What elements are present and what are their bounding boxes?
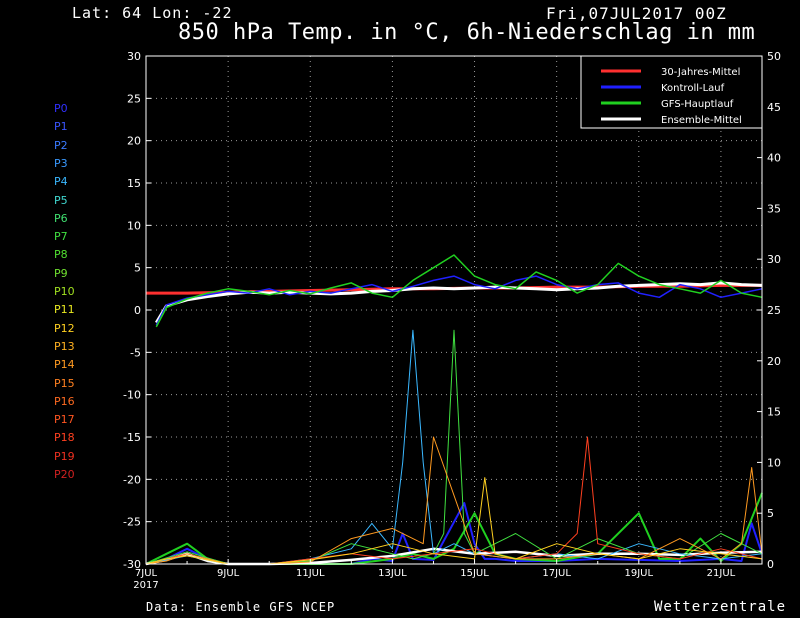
y-tick-label-right: 35 [767,202,781,215]
plot-frame [145,55,763,565]
y-tick-label-left: 25 [127,92,141,105]
member-label-p15: P15 [54,376,75,390]
x-tick-label: 13JUL [378,568,407,579]
y-tick-label-right: 5 [767,507,774,520]
temperature-lines [146,254,763,328]
x-tick-label: 7JUL [135,568,158,579]
member-label-p12: P12 [54,321,75,335]
member-label-p6: P6 [54,211,68,225]
member-label-p13: P13 [54,339,75,353]
y-tick-label-right: 45 [767,101,781,114]
y-tick-label-left: 10 [127,219,141,232]
member-label-p16: P16 [54,394,75,408]
y-tick-label-right: 50 [767,50,781,63]
member-label-p2: P2 [54,138,68,152]
y-tick-label-left: -15 [123,431,141,444]
precip-line-gfs-hauptlauf [145,492,763,565]
legend-box [580,55,763,129]
y-tick-label-left: 15 [127,177,141,190]
member-label-p0: P0 [54,102,68,115]
precip-line-p18 [145,436,763,565]
member-label-p5: P5 [54,193,68,207]
precip-line-ensemble-mittel [145,547,763,566]
legend-entry: Ensemble-Mittel [661,115,742,126]
y-tick-label-right: 30 [767,253,781,266]
y-tick-label-right: 20 [767,355,781,368]
data-source-label: Data: Ensemble GFS NCEP [146,600,336,614]
member-label-p1: P1 [54,120,68,134]
y-tick-label-left: -20 [123,473,141,486]
precip-line-p7 [145,329,763,565]
member-label-p7: P7 [54,230,68,244]
y-tick-label-right: 40 [767,152,781,165]
member-label-p11: P11 [54,303,75,317]
member-label-p3: P3 [54,156,68,170]
brand-label: Wetterzentrale [654,599,787,615]
y-tick-label-right: 25 [767,304,781,317]
precip-line-p14 [145,436,763,565]
y-tick-label-left: 30 [127,50,141,63]
grid [146,56,762,564]
precip-line-p4 [145,329,763,565]
y-tick-label-left: -10 [123,389,141,402]
x-tick-label: 21JUL [707,568,736,579]
temp-line-gfs-hauptlauf [155,254,763,328]
y-tick-label-right: 10 [767,456,781,469]
y-tick-label-left: 5 [134,262,141,275]
x-year-label: 2017 [133,580,158,591]
member-label-p8: P8 [54,248,68,262]
y-tick-label-left: -30 [123,558,141,571]
member-label-p9: P9 [54,266,68,280]
member-label-p17: P17 [54,413,75,427]
y-tick-label-left: 20 [127,135,141,148]
chart-title: 850 hPa Temp. in °C, 6h-Niederschlag in … [178,20,756,45]
legend-entry: 30-Jahres-Mittel [661,67,740,78]
member-label-p14: P14 [54,358,75,372]
axes: 302520151050-5-10-15-20-25-3050454035302… [123,50,781,591]
member-label-p4: P4 [54,175,68,189]
y-tick-label-right: 0 [767,558,774,571]
run-date-label: Fri,07JUL2017 00Z [546,4,727,23]
y-tick-label-left: -25 [123,516,141,529]
member-label-p10: P10 [54,285,75,298]
legend-entry: GFS-Hauptlauf [661,99,734,110]
x-tick-label: 19JUL [625,568,654,579]
y-tick-label-left: 0 [134,304,141,317]
x-tick-label: 11JUL [296,568,325,579]
x-tick-label: 9JUL [217,568,240,579]
legend-entry: Kontroll-Lauf [661,83,725,94]
member-label-p18: P18 [54,431,75,445]
location-label: Lat: 64 Lon: -22 [72,4,233,22]
member-label-p20: P20 [54,468,75,481]
y-tick-label-left: -5 [130,346,141,359]
legend: 30-Jahres-Mittel Kontroll-Lauf GFS-Hauptla… [580,55,763,129]
x-tick-label: 15JUL [460,568,489,579]
x-tick-label: 17JUL [542,568,571,579]
precipitation-lines [145,329,763,566]
y-tick-label-right: 15 [767,406,781,419]
temp-line-ensemble-mittel [155,281,763,324]
member-label-p19: P19 [54,449,75,463]
temp-line-kontroll-lauf [155,275,763,326]
